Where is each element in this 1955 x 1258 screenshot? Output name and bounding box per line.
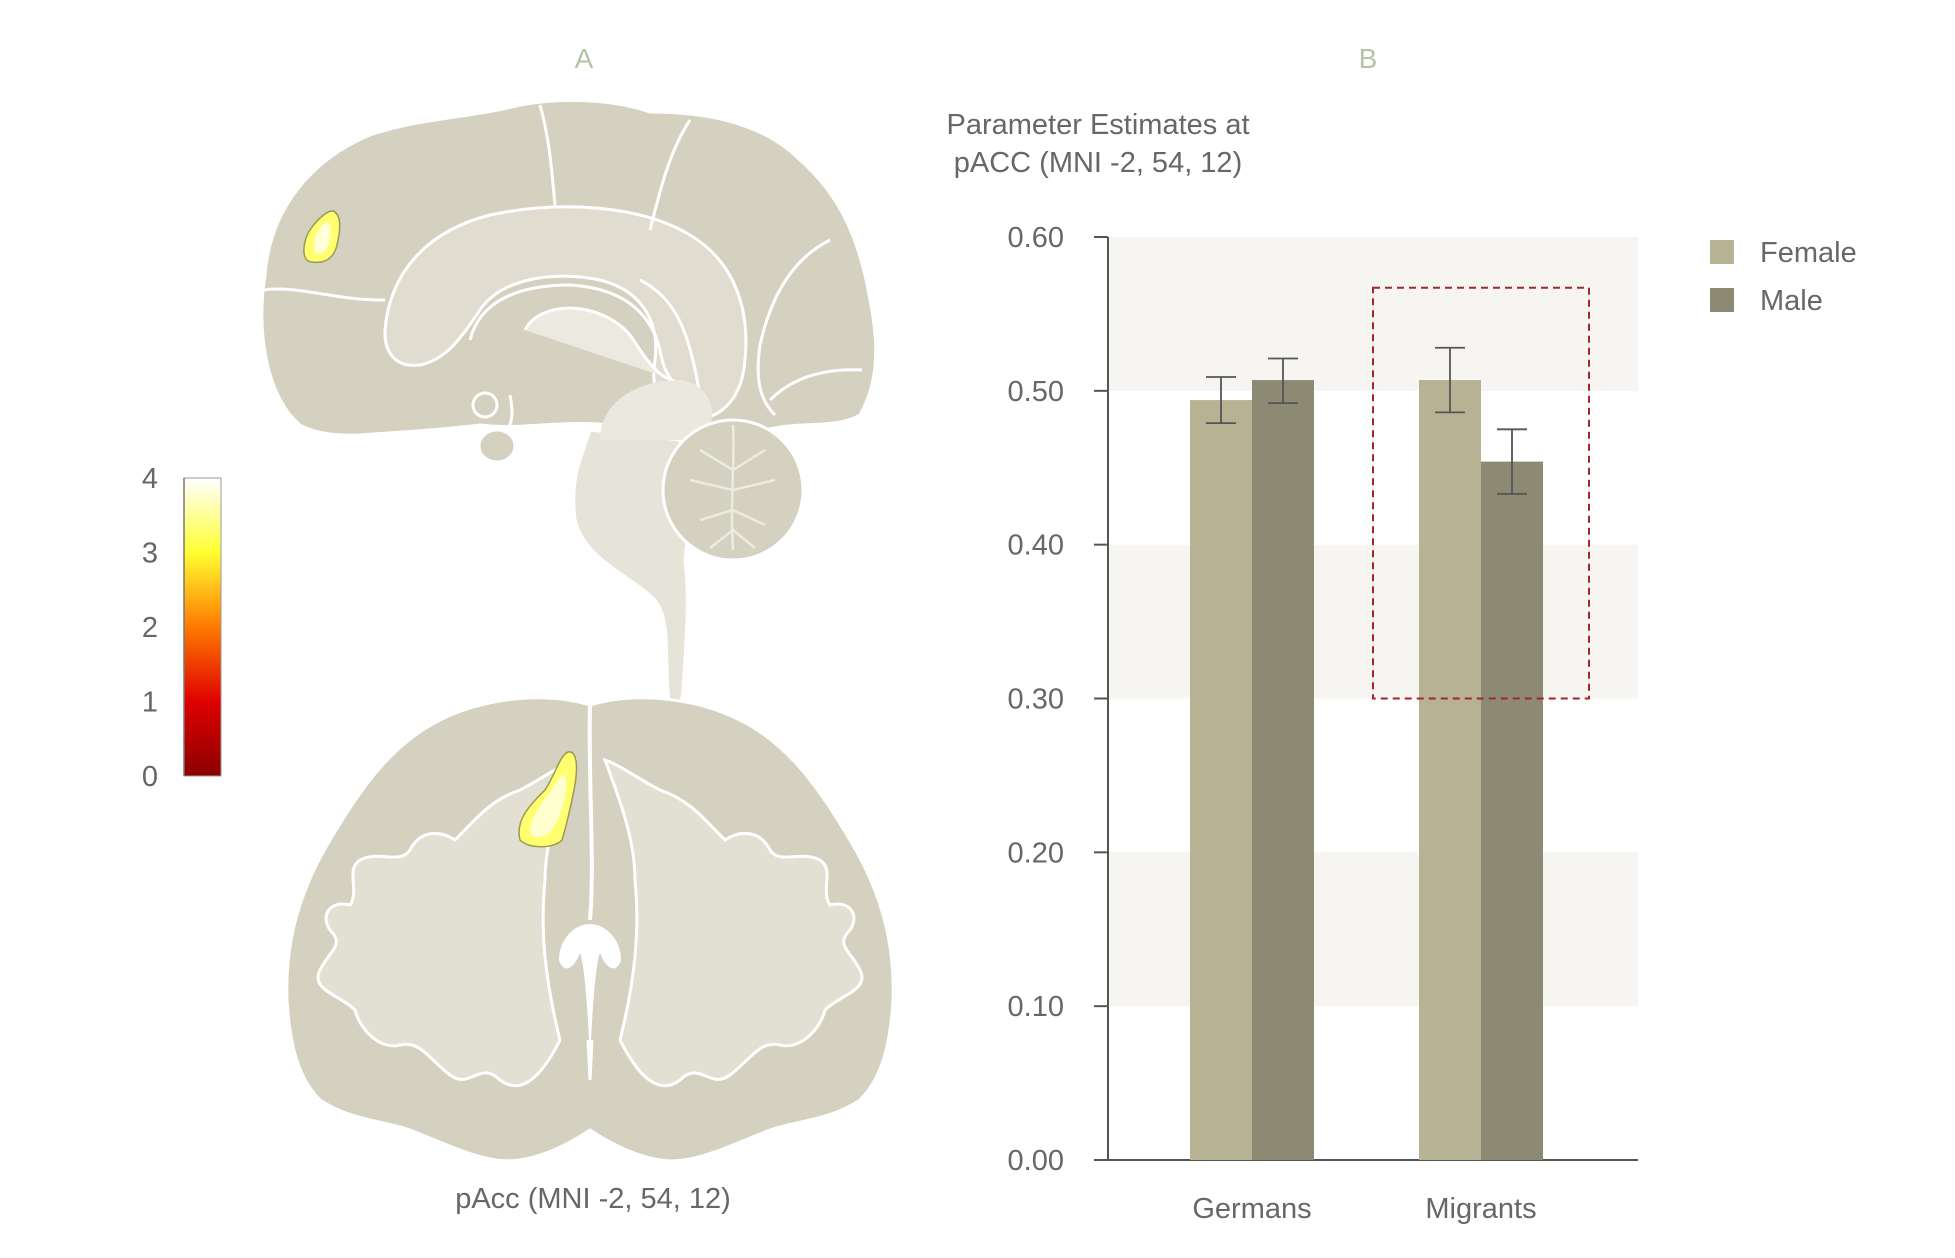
legend-swatch-female	[1710, 240, 1734, 264]
x-tick-labels: Germans Migrants	[1192, 1193, 1536, 1225]
sagittal-brain	[260, 98, 878, 714]
y-tick-label: 0.40	[1008, 530, 1064, 562]
y-tick-label: 0.20	[1008, 837, 1064, 869]
bar-female-migrants	[1419, 380, 1481, 1160]
x-tick-label: Migrants	[1425, 1193, 1536, 1225]
colorbar-tick-label: 1	[142, 687, 158, 719]
brain-caption: pAcc (MNI -2, 54, 12)	[455, 1183, 731, 1215]
chart-axes: 0.00 0.10 0.20 0.30 0.40 0.50 0.60	[1008, 222, 1638, 1177]
coronal-brain	[285, 696, 895, 1163]
error-bars	[1206, 346, 1527, 495]
colorbar-tick-label: 4	[142, 463, 158, 495]
legend-label-male: Male	[1760, 285, 1823, 317]
y-tick-label: 0.10	[1008, 991, 1064, 1023]
chart-title-line-1: Parameter Estimates at	[947, 109, 1250, 141]
legend-label-female: Female	[1760, 237, 1857, 269]
colorbar-gradient	[183, 477, 222, 777]
chart-title-line-2: pACC (MNI -2, 54, 12)	[954, 147, 1242, 179]
highlight-box-rect	[1372, 286, 1590, 700]
coronal-white-matter-right	[602, 757, 864, 1088]
y-tick-label: 0.00	[1008, 1145, 1064, 1177]
legend: Female Male	[1710, 237, 1857, 317]
background-band	[1108, 852, 1638, 1007]
colorbar-tick-label: 3	[142, 538, 158, 570]
panel-a-label: A	[575, 43, 594, 74]
colorbar-tick-label: 0	[142, 761, 158, 793]
y-tick-label: 0.30	[1008, 684, 1064, 716]
colorbar: 0 1 2 3 4	[142, 463, 222, 793]
panel-b-label: B	[1359, 43, 1378, 74]
bar-male-germans	[1252, 380, 1314, 1160]
bar-chart: Parameter Estimates at pACC (MNI -2, 54,…	[947, 109, 1857, 1225]
highlight-box	[1372, 286, 1590, 700]
bar-female-germans	[1190, 400, 1252, 1160]
coronal-white-matter-left	[316, 757, 578, 1088]
y-tick-label: 0.50	[1008, 376, 1064, 408]
y-tick-label: 0.60	[1008, 222, 1064, 254]
legend-swatch-male	[1710, 288, 1734, 312]
colorbar-tick-label: 2	[142, 612, 158, 644]
x-tick-label: Germans	[1192, 1193, 1311, 1225]
chart-bars	[1190, 380, 1543, 1160]
bar-male-migrants	[1481, 461, 1543, 1160]
sagittal-brainstem	[572, 428, 690, 714]
